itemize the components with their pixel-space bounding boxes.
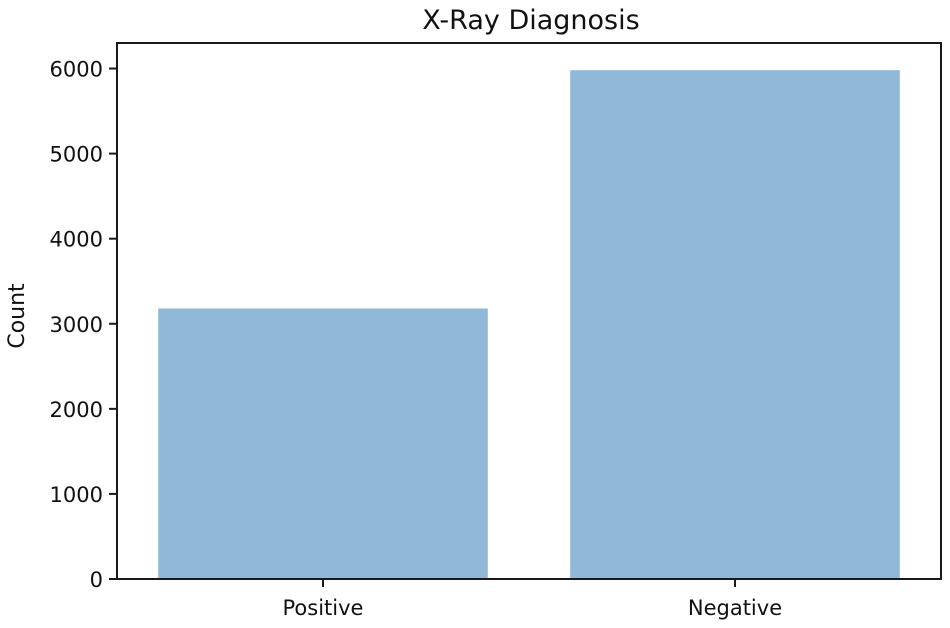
y-tick-label: 3000 xyxy=(50,313,103,337)
bars-group xyxy=(158,70,900,579)
x-axis: Positive Negative xyxy=(283,579,782,620)
y-tick-label: 5000 xyxy=(50,143,103,167)
x-tick-label: Negative xyxy=(688,596,782,620)
bar-positive xyxy=(158,308,488,579)
y-axis-label: Count xyxy=(5,283,30,349)
chart-title: X-Ray Diagnosis xyxy=(422,5,639,36)
y-tick-label: 2000 xyxy=(50,398,103,422)
y-tick-label: 1000 xyxy=(50,483,103,507)
y-tick-label: 4000 xyxy=(50,228,103,252)
y-axis: 0 1000 2000 3000 4000 5000 6000 xyxy=(50,58,117,592)
y-tick-label: 6000 xyxy=(50,58,103,82)
x-tick-label: Positive xyxy=(283,596,364,620)
bar-negative xyxy=(570,70,900,579)
y-tick-label: 0 xyxy=(90,568,103,592)
plot-frame xyxy=(116,42,942,580)
